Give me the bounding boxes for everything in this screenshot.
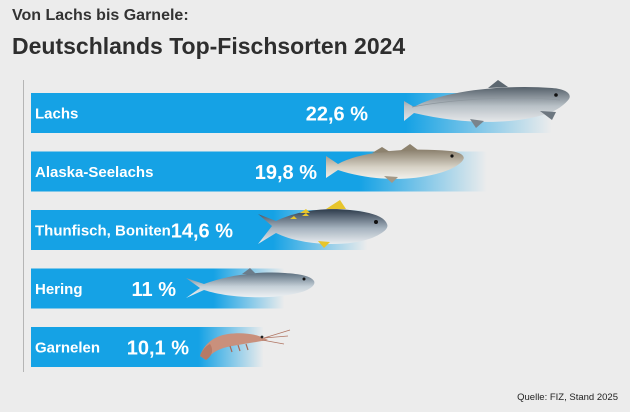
category-label: Alaska-Seelachs xyxy=(35,164,153,181)
pollock-icon xyxy=(326,144,464,183)
value-label: 11 % xyxy=(132,279,177,301)
value-label: 22,6 % xyxy=(306,104,368,126)
shrimp-icon xyxy=(200,329,291,360)
value-label: 10,1 % xyxy=(127,338,189,360)
category-label: Thunfisch, Boniten xyxy=(35,223,171,240)
value-label: 19,8 % xyxy=(255,162,317,184)
category-label: Garnelen xyxy=(35,340,100,357)
category-label: Lachs xyxy=(35,106,78,123)
chart-subtitle: Von Lachs bis Garnele: xyxy=(12,7,189,24)
value-label: 14,6 % xyxy=(171,221,233,243)
tuna-icon xyxy=(258,200,388,248)
chart-title: Deutschlands Top-Fischsorten 2024 xyxy=(12,33,406,59)
source-note: Quelle: FIZ, Stand 2025 xyxy=(517,392,618,403)
category-label: Hering xyxy=(35,281,83,298)
herring-icon xyxy=(186,268,315,298)
salmon-icon xyxy=(404,80,570,128)
axis-line xyxy=(23,80,24,372)
